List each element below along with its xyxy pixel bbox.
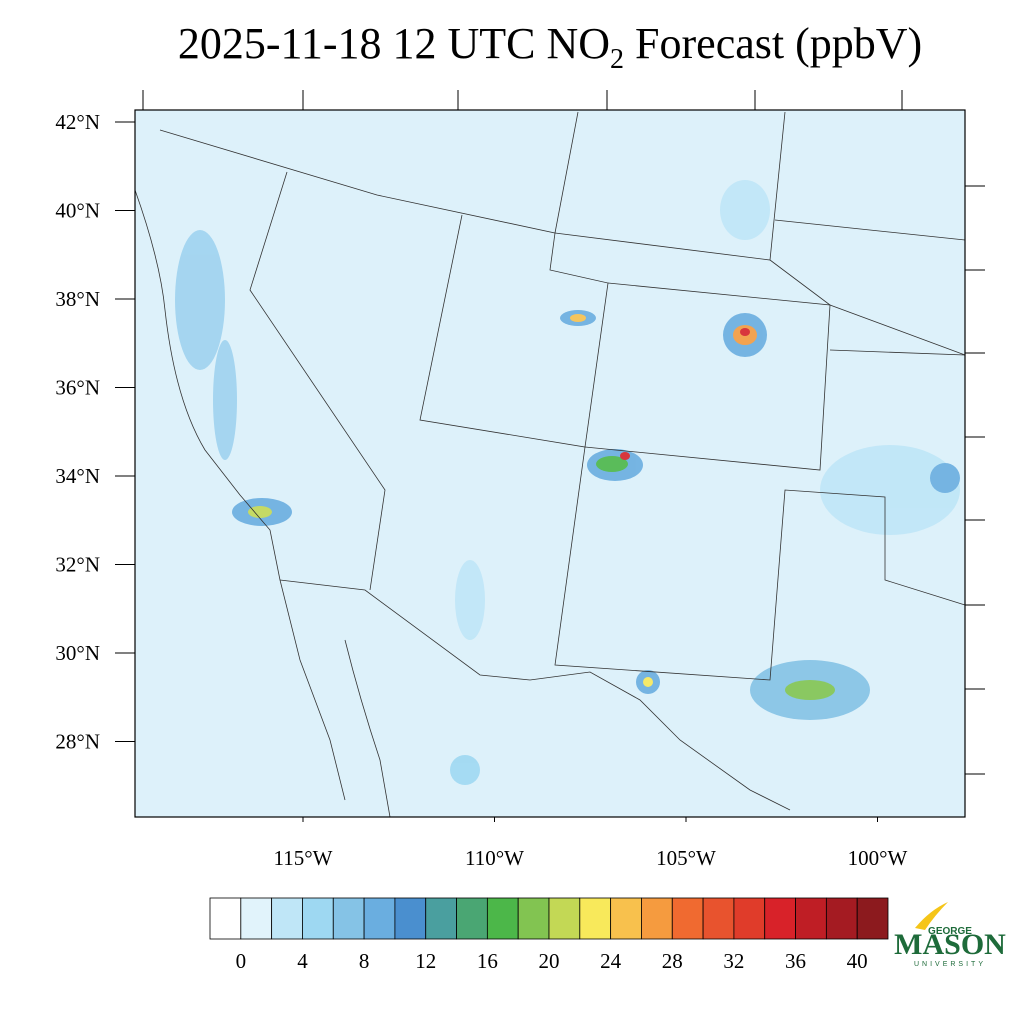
colorbar-label: 12 [415, 949, 436, 973]
colorbar-label: 16 [477, 949, 498, 973]
lon-label: 115°W [274, 846, 333, 870]
lat-label: 40°N [55, 199, 100, 223]
colorbar-label: 20 [539, 949, 560, 973]
colorbar-box [363, 897, 396, 940]
plumes [175, 180, 960, 785]
map-panel [134, 90, 985, 818]
colorbar-label: 0 [236, 949, 247, 973]
colorbar-label: 24 [600, 949, 622, 973]
colorbar-label: 28 [662, 949, 683, 973]
colorbar-box [517, 897, 550, 940]
colorbar-label: 8 [359, 949, 370, 973]
colorbar-box [425, 897, 457, 940]
logo-flame [915, 902, 948, 930]
colorbar-box [209, 897, 242, 940]
lat-label: 32°N [55, 553, 100, 577]
colorbar-label: 32 [723, 949, 744, 973]
colorbar-box [548, 897, 581, 940]
boundaries [134, 111, 966, 818]
colorbar-label: 4 [297, 949, 308, 973]
colorbar-box [302, 897, 334, 940]
colorbar-box [332, 897, 365, 940]
logo-main: MASON [894, 928, 1006, 961]
lon-label: 100°W [848, 846, 908, 870]
lat-label: 38°N [55, 287, 100, 311]
colorbar-box [702, 897, 735, 940]
colorbar-box [795, 897, 827, 940]
title-subscript: 2 [610, 44, 624, 75]
lon-label: 110°W [465, 846, 524, 870]
colorbar-box [671, 897, 704, 940]
logo-bottom: UNIVERSITY [914, 961, 986, 968]
lat-label: 28°N [55, 730, 100, 754]
colorbar-box [579, 897, 612, 940]
lat-label: 36°N [55, 376, 100, 400]
colorbar-box [456, 897, 488, 940]
colorbar-box [825, 897, 858, 940]
title-text: Forecast (ppbV) [624, 19, 922, 68]
lat-label: 34°N [55, 464, 100, 488]
map-title: 2025-11-18 12 UTC NO2 Forecast (ppbV) [178, 19, 922, 75]
colorbar-label: 36 [785, 949, 806, 973]
top-ticks [142, 90, 903, 110]
lat-label: 42°N [55, 110, 100, 134]
colorbar-box [394, 897, 427, 940]
map-frame [134, 109, 966, 818]
lon-label: 105°W [656, 846, 716, 870]
colorbar-box [641, 897, 673, 940]
colorbar-box [733, 897, 766, 940]
right-ticks [965, 185, 985, 775]
logo: GEORGE MASON UNIVERSITY [894, 902, 1006, 968]
colorbar-label: 40 [847, 949, 868, 973]
logo-top: GEORGE [928, 926, 972, 937]
colorbar-box [856, 897, 889, 940]
colorbar-box [610, 897, 642, 940]
colorbar-box [486, 897, 519, 940]
colorbar-box [271, 897, 303, 940]
lat-label: 30°N [55, 641, 100, 665]
colorbar-box [240, 897, 273, 940]
colorbar-box [764, 897, 796, 940]
title-text: 2025-11-18 12 UTC NO [178, 19, 610, 68]
